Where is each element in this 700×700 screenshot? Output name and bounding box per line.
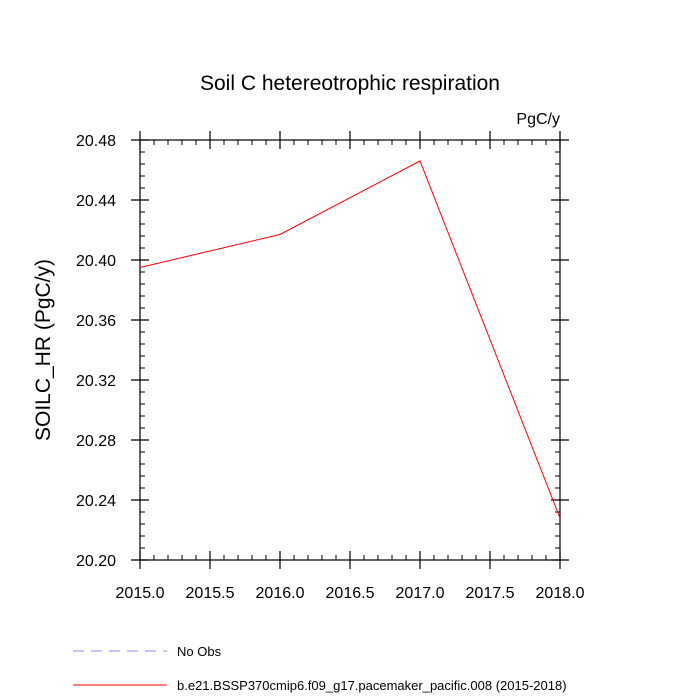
- x-tick-label: 2016.5: [326, 585, 375, 602]
- legend: No Obs b.e21.BSSP370cmip6.f09_g17.pacemak…: [73, 644, 567, 693]
- y-tick-label: 20.40: [76, 253, 116, 270]
- y-tick-label: 20.28: [76, 433, 116, 450]
- legend-label: No Obs: [177, 644, 222, 659]
- y-axis-label: SOILC_HR (PgC/y): [32, 259, 55, 441]
- plot-area: 2015.0 2015.5 2016.0 2016.5 2017.0 2017.5 2018…: [76, 131, 585, 602]
- x-tick-label: 2015.0: [116, 585, 165, 602]
- y-tick-label: 20.20: [76, 553, 116, 570]
- y-tick-label: 20.48: [76, 133, 116, 150]
- x-tick-label: 2017.5: [466, 585, 515, 602]
- x-tick-label: 2016.0: [256, 585, 305, 602]
- y-tick-label: 20.32: [76, 373, 116, 390]
- units-label: PgC/y: [516, 111, 560, 128]
- plot-frame: [139, 139, 561, 561]
- y-tick-label: 20.44: [76, 193, 116, 210]
- chart-title: Soil C hetereotrophic respiration: [200, 72, 500, 95]
- y-tick-label: 20.36: [76, 313, 116, 330]
- x-tick-label: 2018.0: [536, 585, 585, 602]
- x-tick-label: 2015.5: [186, 585, 235, 602]
- x-tick-label: 2017.0: [396, 585, 445, 602]
- legend-label: b.e21.BSSP370cmip6.f09_g17.pacemaker_pac…: [177, 678, 567, 693]
- series-line: [139, 160, 561, 519]
- y-tick-label: 20.24: [76, 493, 116, 510]
